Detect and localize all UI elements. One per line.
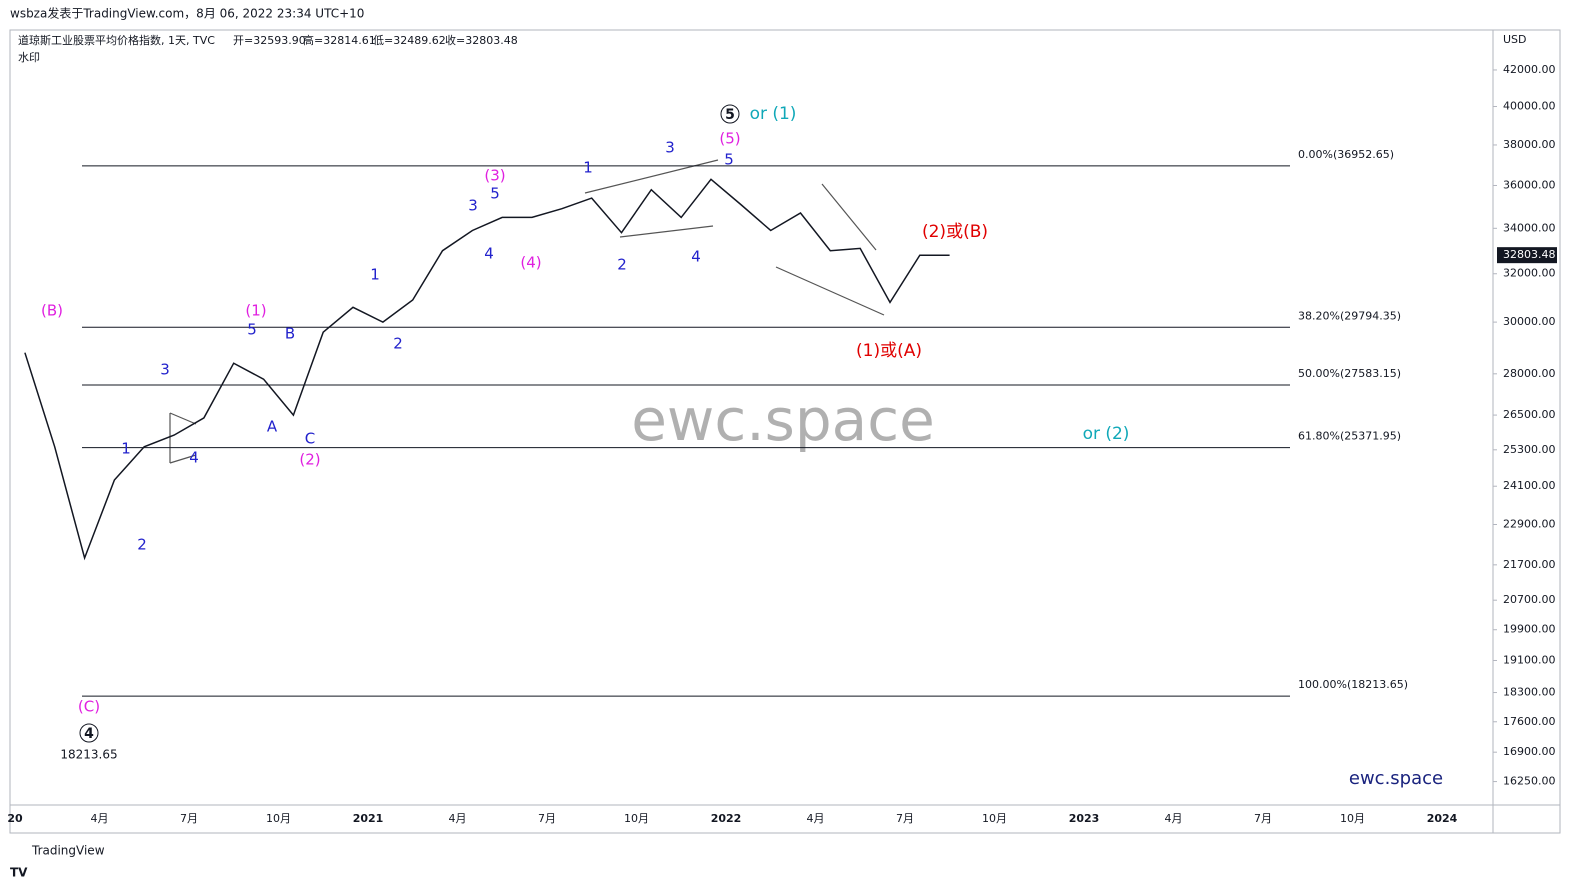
- y-tick-label: 20700.00: [1503, 593, 1556, 606]
- frame: [9, 29, 1561, 834]
- wave-label: or (1): [750, 104, 797, 124]
- x-tick-label: 4月: [807, 812, 825, 825]
- wave-label: 5: [247, 321, 257, 339]
- wave-label: B: [285, 325, 295, 343]
- legend-low: 低=32489.62: [373, 34, 446, 47]
- y-tick-label: 38000.00: [1503, 138, 1556, 151]
- y-tick-label: 34000.00: [1503, 221, 1556, 234]
- wave-label: (2): [299, 451, 320, 469]
- wave-label: 18213.65: [60, 748, 117, 762]
- subtitle: 水印: [18, 51, 40, 64]
- wave-label: 4: [484, 245, 494, 263]
- legend-high: 高=32814.61: [303, 33, 376, 47]
- fib-label: 100.00%(18213.65): [1298, 678, 1408, 691]
- x-tick-label: 10月: [982, 812, 1007, 825]
- y-tick-label: 19100.00: [1503, 653, 1556, 666]
- x-tick-label: 2023: [1069, 812, 1100, 825]
- fib-label: 61.80%(25371.95): [1298, 430, 1401, 443]
- wave-label: (5): [719, 130, 740, 148]
- wave-label: 3: [468, 197, 478, 215]
- x-tick-label: 7月: [538, 812, 556, 825]
- y-tick-label: 28000.00: [1503, 367, 1556, 380]
- x-tick-label: 4月: [449, 812, 467, 825]
- y-tick-label: 32000.00: [1503, 267, 1556, 280]
- watermark: ewc.space: [631, 386, 935, 454]
- y-tick-label: 21700.00: [1503, 558, 1556, 571]
- wave-label: 2: [137, 536, 147, 554]
- y-tick-label: 26500.00: [1503, 408, 1556, 421]
- wave-label: 2: [617, 256, 627, 274]
- y-tick-label: 19900.00: [1503, 623, 1556, 636]
- wave-label: (C): [78, 698, 100, 716]
- wave-label: 5: [490, 185, 500, 203]
- y-tick-label: 36000.00: [1503, 178, 1556, 191]
- wave-label: 4: [189, 449, 199, 467]
- x-tick-label: 2024: [1427, 812, 1458, 825]
- wave-label: 3: [665, 139, 675, 157]
- wave-label: 1: [583, 159, 593, 177]
- wave-label: (3): [484, 167, 505, 185]
- last-price-box: [1497, 247, 1557, 264]
- fib-label: 0.00%(36952.65): [1298, 148, 1394, 161]
- brand: ewc.space: [1349, 768, 1443, 789]
- wave-label: 1: [121, 440, 131, 458]
- logo: TV: [10, 866, 28, 880]
- x-tick-label: 4月: [1165, 812, 1183, 825]
- wave-label: (2)或(B): [922, 222, 988, 242]
- x-tick-label: 7月: [180, 812, 198, 825]
- wave-label: A: [267, 418, 278, 436]
- wave-label: 4: [84, 726, 94, 742]
- legend-open: 开=32593.90: [233, 34, 306, 47]
- x-tick-label: 20: [7, 812, 23, 825]
- x-tick-label: 10月: [266, 812, 291, 825]
- y-tick-label: 25300.00: [1503, 443, 1556, 456]
- header: wsbza发表于TradingView.com，8月 06, 2022 23:3…: [10, 6, 364, 21]
- wave-label: (1)或(A): [856, 341, 922, 361]
- y-tick-label: 16250.00: [1503, 775, 1556, 788]
- y-tick-label: 40000.00: [1503, 100, 1556, 113]
- wave-label: 5: [725, 107, 735, 123]
- x-tick-label: 7月: [1254, 812, 1272, 825]
- wave-label: 1: [370, 266, 380, 284]
- wave-label: C: [305, 430, 315, 448]
- wave-label: 3: [160, 361, 170, 379]
- last-price-label: 32803.48: [1503, 248, 1556, 261]
- y-tick-label: 24100.00: [1503, 479, 1556, 492]
- x-tick-label: 10月: [1340, 812, 1365, 825]
- x-tick-label: 4月: [91, 812, 109, 825]
- y-tick-label: 17600.00: [1503, 715, 1556, 728]
- x-tick-label: 2021: [353, 812, 384, 825]
- wave-label: 5: [724, 151, 734, 169]
- x-tick-label: 10月: [624, 812, 649, 825]
- y-tick-label: 22900.00: [1503, 517, 1556, 530]
- footer: TradingView: [31, 844, 105, 858]
- fib-label: 50.00%(27583.15): [1298, 367, 1401, 380]
- wave-label: (4): [520, 254, 541, 272]
- legend-close: 收=32803.48: [445, 33, 518, 47]
- y-tick-label: 30000.00: [1503, 315, 1556, 328]
- y-tick-label: 18300.00: [1503, 686, 1556, 699]
- y-tick-label: 42000.00: [1503, 63, 1556, 76]
- wave-label: (B): [41, 302, 63, 320]
- circle-4: [79, 723, 99, 743]
- price-line: [24, 178, 950, 561]
- circle-5: [720, 104, 740, 124]
- wave-label: 4: [691, 248, 701, 266]
- wave-label: or (2): [1083, 424, 1130, 444]
- y-tick-label: 16900.00: [1503, 745, 1556, 758]
- currency: USD: [1503, 33, 1527, 46]
- fib-label: 38.20%(29794.35): [1298, 309, 1401, 322]
- x-tick-label: 7月: [896, 812, 914, 825]
- x-tick-label: 2022: [711, 812, 742, 825]
- wave-label: 2: [393, 335, 403, 353]
- wave-label: (1): [245, 302, 266, 320]
- legend-title: 道琼斯工业股票平均价格指数, 1天, TVC: [18, 33, 215, 47]
